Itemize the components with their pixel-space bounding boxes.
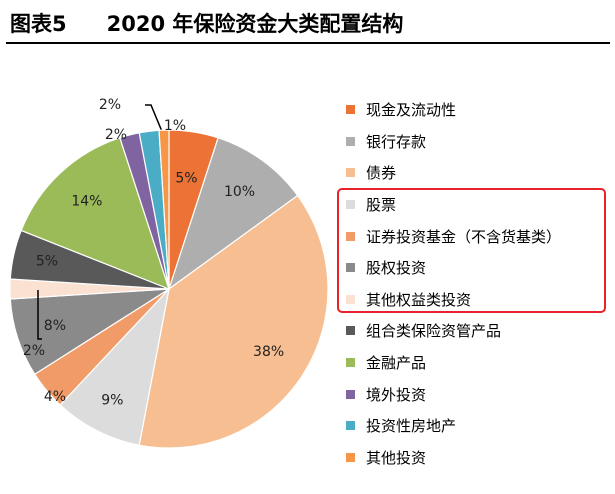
legend-item: 金融产品 [346,347,608,379]
pie-slice [158,129,170,290]
legend-swatch [346,389,355,399]
slice-label: 2% [99,97,121,113]
legend-item: 投资性房地产 [346,410,608,442]
equity-highlight-box [337,188,606,313]
legend-item: 债券 [346,157,608,189]
legend-item: 其他投资 [346,442,608,474]
figure-title: 图表5 2020 年保险资金大类配置结构 [10,9,403,39]
pie-slice [59,287,170,446]
legend-swatch [346,421,355,431]
leader-line [37,290,42,340]
figure-label: 图表5 [10,12,67,36]
slice-label: 2% [105,127,127,143]
legend-swatch [346,168,355,178]
legend-label: 现金及流动性 [366,101,457,120]
legend-label: 证券投资基金（不含货基类） [366,227,562,246]
chart-legend: 现金及流动性 银行存款债券股票证券投资基金（不含货基类） 股权投资其他权益类投资组合… [346,94,608,473]
slice-label: 4% [44,389,66,405]
legend-label: 股权投资 [366,259,427,278]
legend-label: 股票 [366,196,397,215]
legend-label: 其他权益类投资 [366,290,472,309]
slice-label: 1% [164,118,186,134]
legend-label: 债券 [366,164,397,183]
slice-label: 9% [101,392,123,408]
legend-label: 组合类保险资管产品 [366,322,502,341]
legend-label: 投资性房地产 [366,417,457,436]
legend-item: 组合类保险资管产品 [346,315,608,347]
legend-swatch [346,105,355,115]
figure-title-text: 2020 年保险资金大类配置结构 [106,12,404,36]
legend-item: 境外投资 [346,378,608,410]
legend-swatch [346,200,355,210]
legend-label: 其他投资 [366,448,427,467]
legend-swatch [346,452,355,462]
legend-item: 银行存款 [346,126,608,158]
legend-item: 证券投资基金（不含货基类） [346,220,608,252]
legend-swatch [346,136,355,146]
legend-item: 其他权益类投资 [346,284,608,316]
legend-swatch [346,326,355,336]
slice-label: 5% [36,254,58,270]
legend-swatch [346,358,355,368]
slice-label: 10% [224,184,255,200]
slice-label: 2% [23,343,45,359]
legend-item: 股权投资 [346,252,608,284]
legend-label: 境外投资 [366,385,427,404]
legend-swatch [346,263,355,273]
legend-swatch [346,231,355,241]
legend-swatch [346,294,355,304]
legend-label: 银行存款 [366,132,427,151]
slice-label: 8% [44,318,66,334]
legend-label: 金融产品 [366,354,427,373]
legend-item: 股票 [346,189,608,221]
slice-label: 5% [175,170,197,186]
pie-slice [138,194,329,449]
pie-chart: 5% 10% 38% 9% 4% 8% 2% 5% 14% 2% 2% 1% [9,97,329,449]
slice-label: 14% [71,194,102,210]
pie-slice [167,137,299,291]
slice-label: 38% [253,344,284,360]
legend-item: 现金及流动性 [346,94,608,126]
title-divider [6,42,610,44]
